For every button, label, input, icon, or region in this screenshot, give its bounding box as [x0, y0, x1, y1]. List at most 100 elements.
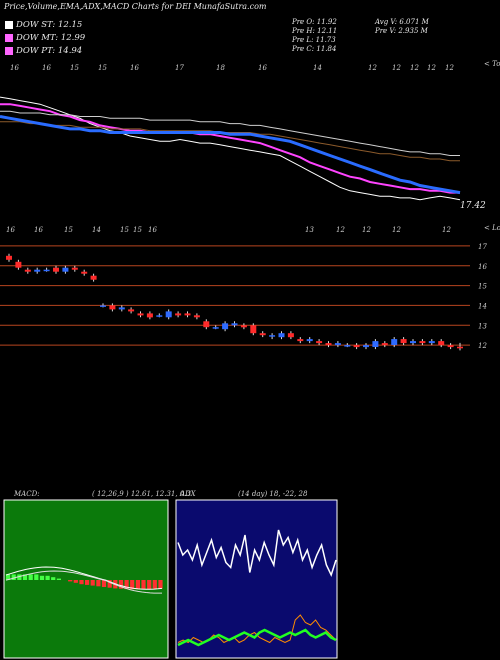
macd-hist-bar — [28, 574, 33, 580]
candle-date-tick: 12 — [442, 226, 451, 234]
candle — [372, 339, 379, 350]
top-date-tick: 16 — [10, 64, 19, 72]
macd-hist-bar — [90, 580, 95, 586]
macd-hist-bar — [85, 580, 90, 585]
candle — [240, 323, 247, 330]
candle — [325, 341, 332, 348]
ohlc-close: Pre C: 11.84 — [292, 45, 337, 53]
macd-hist-bar — [135, 580, 140, 590]
candle — [334, 341, 341, 348]
candle — [109, 303, 116, 312]
candle — [428, 339, 435, 346]
legend-st: DOW ST: 12.15 — [16, 20, 83, 30]
adx-series-line — [177, 529, 337, 578]
ohlc-high: Pre H: 12.11 — [292, 27, 338, 35]
legend-pt: DOW PT: 14.94 — [16, 46, 83, 56]
macd-hist-bar — [22, 574, 28, 580]
candle — [128, 307, 135, 314]
ema-series-line — [0, 96, 461, 201]
candle-date-tick: 14 — [92, 226, 101, 234]
macd-hist-bar — [130, 580, 135, 590]
macd-hist-bar — [6, 574, 11, 580]
top-date-tick: 15 — [70, 64, 79, 72]
last-price-label: 17.42 — [460, 201, 486, 211]
legend-swatch-st — [5, 21, 13, 29]
price-tick: 17 — [478, 243, 487, 251]
ema-series-line — [0, 121, 460, 162]
candle-date-tick: 16 — [148, 226, 157, 234]
ohlc-low: Pre L: 11.73 — [292, 36, 336, 44]
candle — [269, 333, 276, 340]
candle-date-tick: 15 — [120, 226, 129, 234]
top-ema-lines — [0, 96, 461, 201]
top-date-tick: 12 — [445, 64, 454, 72]
candle-date-tick: 13 — [305, 226, 314, 234]
candle — [438, 339, 445, 348]
top-corner-label: < Tops — [484, 60, 500, 68]
top-date-tick: 18 — [216, 64, 225, 72]
candle — [447, 343, 454, 350]
macd-hist-bar — [118, 580, 124, 589]
price-tick: 16 — [478, 263, 487, 271]
candle — [90, 273, 97, 282]
top-date-tick: 12 — [368, 64, 377, 72]
macd-hist-bar — [124, 580, 129, 590]
candle — [222, 321, 229, 332]
top-date-tick: 16 — [130, 64, 139, 72]
macd-hist-bar — [73, 580, 78, 583]
candle — [306, 337, 313, 344]
macd-label: MACD: — [13, 490, 40, 498]
candle — [156, 313, 163, 318]
top-date-tick: 15 — [98, 64, 107, 72]
candle — [100, 303, 106, 308]
macd-hist-bar — [96, 580, 101, 587]
candle-date-ticks: 16 16 15 14 15 15 16 13 12 12 12 12 — [6, 226, 451, 234]
candle — [259, 331, 266, 338]
candle — [24, 267, 31, 274]
candle-date-tick: 16 — [6, 226, 15, 234]
candle — [62, 265, 69, 274]
candle — [6, 253, 12, 262]
candle — [457, 342, 463, 351]
adx-plot — [177, 529, 337, 647]
legend-swatch-mt — [5, 34, 13, 42]
top-date-ticks: 16 16 15 15 16 17 18 16 14 12 12 12 12 12 — [10, 64, 454, 72]
macd-hist-bar — [158, 580, 163, 589]
legend-mt: DOW MT: 12.99 — [16, 33, 86, 43]
candle-date-tick: 12 — [362, 226, 371, 234]
top-date-tick: 16 — [258, 64, 267, 72]
macd-hist-bar — [68, 580, 73, 582]
prev-volume: Pre V: 2.935 M — [375, 27, 428, 35]
macd-hist-bar — [107, 580, 112, 588]
candle — [53, 265, 59, 274]
candle — [316, 339, 323, 346]
candle — [250, 323, 257, 336]
price-tick: 15 — [478, 283, 487, 291]
macd-hist-bar — [39, 575, 45, 580]
candle — [410, 339, 416, 346]
price-tick: 12 — [478, 342, 487, 350]
macd-hist-bar — [45, 575, 50, 580]
macd-hist-bar — [141, 580, 146, 590]
candle — [419, 339, 426, 346]
legend-swatch-pt — [5, 47, 13, 55]
candle — [353, 343, 360, 350]
ema-series-line — [0, 115, 461, 195]
candle — [193, 313, 200, 320]
chart-title: Price,Volume,EMA,ADX,MACD Charts for DEI… — [4, 2, 267, 11]
macd-values: ( 12,26,9 ) 12.61, 12.31, 0.3 — [92, 490, 192, 498]
ema-series-line — [0, 110, 460, 156]
candle — [203, 319, 210, 330]
macd-plot — [5, 566, 163, 594]
top-date-tick: 12 — [427, 64, 436, 72]
adx-label: ADX — [179, 490, 197, 498]
ema-series-line — [0, 103, 460, 194]
candle — [344, 343, 351, 348]
candle — [137, 311, 144, 318]
price-tick: 13 — [478, 322, 487, 330]
candle-date-tick: 12 — [392, 226, 401, 234]
macd-hist-bar — [51, 577, 56, 580]
candle — [363, 343, 369, 350]
candle — [175, 311, 182, 318]
